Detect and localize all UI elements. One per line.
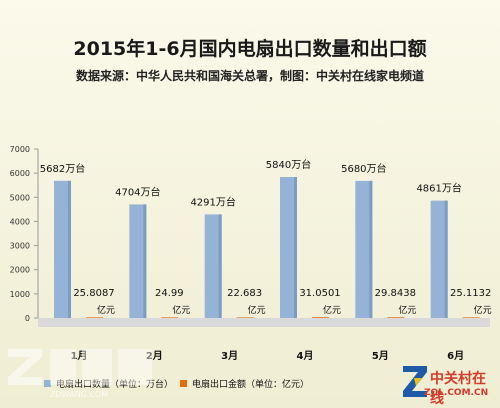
bar-quantity xyxy=(54,180,71,318)
amount-label: 31.0501 xyxy=(299,288,340,299)
zol-logo-url: ZOL.COM.CN xyxy=(424,388,489,398)
bar-quantity-shade xyxy=(143,204,147,318)
amount-label: 25.1132 xyxy=(450,288,491,299)
bar-quantity xyxy=(430,200,448,318)
y-tick-label: 5000 xyxy=(10,193,30,202)
bar-quantity-shade xyxy=(294,177,297,318)
bar-amount xyxy=(161,317,179,318)
amount-label: 25.8087 xyxy=(73,288,114,299)
category-label: 5月 xyxy=(372,350,389,362)
axis-floor xyxy=(38,318,490,327)
amount-label: 29.8438 xyxy=(375,288,416,299)
amount-unit-label: 亿元 xyxy=(474,304,492,316)
bar-quantity-shade xyxy=(218,214,222,318)
amount-unit-label: 亿元 xyxy=(323,304,341,316)
zdwang-watermark-text: ZDWANG.COM xyxy=(50,390,108,399)
bar-amount xyxy=(312,317,329,318)
amount-label: 22.683 xyxy=(227,288,262,299)
bar-quantity-shade xyxy=(68,180,71,318)
y-tick-label: 2000 xyxy=(10,266,30,275)
category-label: 3月 xyxy=(221,350,238,362)
quantity-label: 5840万台 xyxy=(266,158,311,171)
chart-subtitle: 数据来源：中华人民共和国海关总署，制图：中关村在线家电频道 xyxy=(75,69,424,83)
y-tick-label: 4000 xyxy=(10,217,30,226)
amount-unit-label: 亿元 xyxy=(97,304,115,316)
legend-swatch-quantity xyxy=(44,380,51,387)
y-tick-label: 3000 xyxy=(10,242,30,251)
bar-quantity xyxy=(280,177,297,318)
bar-amount xyxy=(236,317,254,318)
bar-quantity xyxy=(129,204,147,318)
y-tick-label: 7000 xyxy=(10,145,30,154)
bar-amount xyxy=(86,317,103,318)
y-tick-label: 0 xyxy=(25,314,30,323)
amount-label: 24.99 xyxy=(155,288,184,299)
category-label: 6月 xyxy=(447,350,464,362)
bar-amount xyxy=(462,317,480,318)
amount-unit-label: 亿元 xyxy=(398,304,416,316)
bar-quantity xyxy=(355,180,373,318)
zdwang-logo-icon: ZDWANG.COM xyxy=(8,349,152,399)
chart-title: 2015年1-6月国内电扇出口数量和出口额 xyxy=(73,38,427,60)
legend-label-quantity: 电扇出口数量（单位：万台） xyxy=(56,378,173,390)
y-tick-label: 1000 xyxy=(10,290,30,299)
category-label: 1月 xyxy=(71,350,88,362)
quantity-label: 4704万台 xyxy=(115,185,160,198)
legend-swatch-amount xyxy=(180,380,187,387)
legend-label-amount: 电扇出口金额（单位：亿元） xyxy=(192,378,309,390)
category-label: 4月 xyxy=(297,350,314,362)
quantity-label: 5680万台 xyxy=(341,162,386,175)
quantity-label: 4291万台 xyxy=(190,195,235,208)
zol-z-icon xyxy=(403,366,427,397)
zdwang-watermark: ZDWANG.COM xyxy=(4,343,164,401)
bar-amount xyxy=(387,317,405,318)
quantity-label: 5682万台 xyxy=(40,162,85,175)
y-tick-label: 6000 xyxy=(10,169,30,178)
category-label: 2月 xyxy=(146,350,163,362)
bar-quantity-shade xyxy=(444,200,448,318)
bar-quantity-shade xyxy=(369,180,373,318)
amount-unit-label: 亿元 xyxy=(248,304,266,316)
zol-logo-name: 中关村在线 xyxy=(430,371,486,407)
bar-quantity xyxy=(204,214,222,318)
quantity-label: 4861万台 xyxy=(416,182,461,195)
amount-unit-label: 亿元 xyxy=(172,304,190,316)
zol-logo: 中关村在线 ZOL.COM.CN xyxy=(402,360,494,407)
